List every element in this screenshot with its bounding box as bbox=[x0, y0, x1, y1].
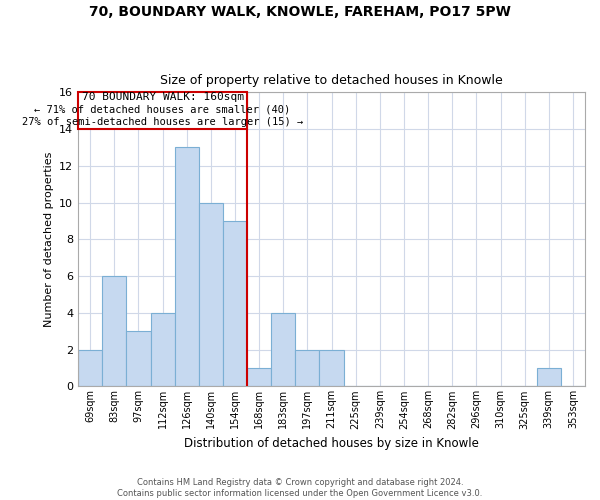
Title: Size of property relative to detached houses in Knowle: Size of property relative to detached ho… bbox=[160, 74, 503, 87]
Bar bbox=[78, 350, 102, 387]
Bar bbox=[271, 313, 295, 386]
Bar bbox=[537, 368, 561, 386]
Bar bbox=[102, 276, 127, 386]
Text: Contains HM Land Registry data © Crown copyright and database right 2024.
Contai: Contains HM Land Registry data © Crown c… bbox=[118, 478, 482, 498]
Bar bbox=[127, 332, 151, 386]
Bar bbox=[175, 148, 199, 386]
X-axis label: Distribution of detached houses by size in Knowle: Distribution of detached houses by size … bbox=[184, 437, 479, 450]
Bar bbox=[247, 368, 271, 386]
Bar bbox=[199, 202, 223, 386]
Text: 27% of semi-detached houses are larger (15) →: 27% of semi-detached houses are larger (… bbox=[22, 116, 303, 126]
Text: ← 71% of detached houses are smaller (40): ← 71% of detached houses are smaller (40… bbox=[34, 104, 291, 115]
Text: 70 BOUNDARY WALK: 160sqm: 70 BOUNDARY WALK: 160sqm bbox=[82, 92, 244, 102]
Bar bbox=[295, 350, 319, 387]
Bar bbox=[151, 313, 175, 386]
Text: 70, BOUNDARY WALK, KNOWLE, FAREHAM, PO17 5PW: 70, BOUNDARY WALK, KNOWLE, FAREHAM, PO17… bbox=[89, 5, 511, 19]
Bar bbox=[319, 350, 344, 387]
FancyBboxPatch shape bbox=[78, 92, 247, 129]
Bar bbox=[223, 221, 247, 386]
Y-axis label: Number of detached properties: Number of detached properties bbox=[44, 152, 53, 327]
